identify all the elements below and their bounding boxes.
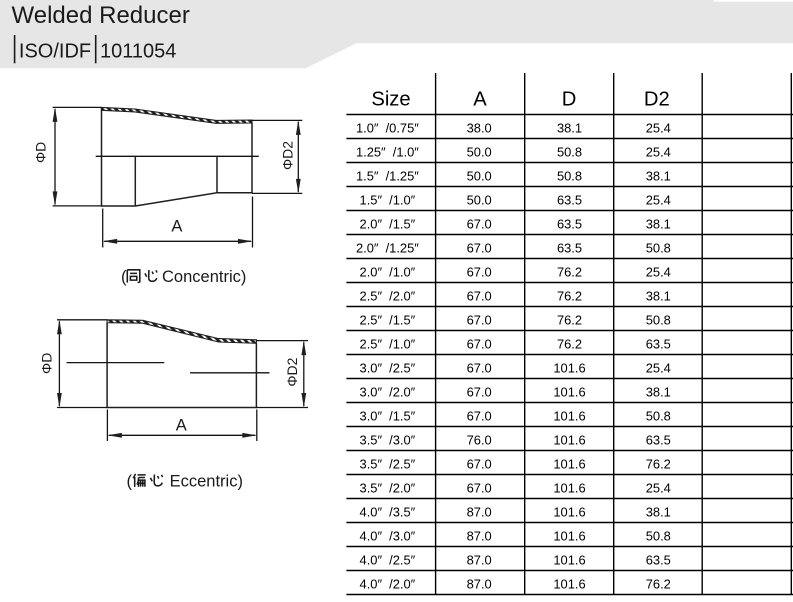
svg-text:ΦD2: ΦD2 bbox=[280, 141, 296, 170]
svg-text:101.6: 101.6 bbox=[553, 409, 585, 424]
svg-text:50.8: 50.8 bbox=[646, 241, 671, 256]
svg-text:101.6: 101.6 bbox=[553, 481, 585, 496]
svg-text:101.6: 101.6 bbox=[553, 433, 585, 448]
svg-text:25.4: 25.4 bbox=[646, 193, 671, 208]
svg-text:38.0: 38.0 bbox=[467, 121, 492, 136]
svg-text:87.0: 87.0 bbox=[467, 505, 492, 520]
svg-text:76.2: 76.2 bbox=[557, 265, 582, 280]
svg-text:67.0: 67.0 bbox=[467, 313, 492, 328]
svg-text:63.5: 63.5 bbox=[646, 337, 671, 352]
svg-text:D2: D2 bbox=[644, 89, 670, 111]
svg-text:67.0: 67.0 bbox=[467, 241, 492, 256]
svg-text:Welded Reducer: Welded Reducer bbox=[12, 2, 190, 29]
svg-text:50.0: 50.0 bbox=[467, 145, 492, 160]
svg-text:67.0: 67.0 bbox=[467, 481, 492, 496]
svg-text:50.8: 50.8 bbox=[646, 313, 671, 328]
svg-text:76.2: 76.2 bbox=[646, 457, 671, 472]
svg-text:50.8: 50.8 bbox=[646, 529, 671, 544]
svg-text:38.1: 38.1 bbox=[646, 169, 671, 184]
svg-text:38.1: 38.1 bbox=[646, 385, 671, 400]
svg-text:ΦD: ΦD bbox=[33, 142, 49, 163]
svg-text:1.5″ /1.25″: 1.5″ /1.25″ bbox=[356, 169, 419, 184]
svg-text:2.0″ /1.0″: 2.0″ /1.0″ bbox=[360, 265, 416, 280]
svg-text:76.2: 76.2 bbox=[557, 337, 582, 352]
svg-text:(: ( bbox=[127, 473, 133, 491]
svg-text:1.25″ /1.0″: 1.25″ /1.0″ bbox=[356, 145, 419, 160]
svg-text:38.1: 38.1 bbox=[646, 505, 671, 520]
svg-text:63.5: 63.5 bbox=[646, 433, 671, 448]
svg-text:63.5: 63.5 bbox=[646, 553, 671, 568]
svg-text:25.4: 25.4 bbox=[646, 265, 671, 280]
svg-text:101.6: 101.6 bbox=[553, 505, 585, 520]
svg-text:67.0: 67.0 bbox=[467, 385, 492, 400]
svg-text:101.6: 101.6 bbox=[553, 457, 585, 472]
svg-text:38.1: 38.1 bbox=[646, 217, 671, 232]
svg-text:Concentric): Concentric) bbox=[162, 268, 246, 286]
svg-text:2.5″ /1.0″: 2.5″ /1.0″ bbox=[360, 337, 416, 352]
svg-text:1011054: 1011054 bbox=[100, 41, 176, 63]
svg-text:50.0: 50.0 bbox=[467, 193, 492, 208]
svg-text:67.0: 67.0 bbox=[467, 457, 492, 472]
svg-text:4.0″ /2.5″: 4.0″ /2.5″ bbox=[360, 553, 416, 568]
svg-text:A: A bbox=[171, 218, 182, 236]
svg-text:A: A bbox=[473, 89, 487, 111]
svg-text:3.5″ /2.5″: 3.5″ /2.5″ bbox=[360, 457, 416, 472]
svg-text:76.2: 76.2 bbox=[557, 313, 582, 328]
svg-text:25.4: 25.4 bbox=[646, 481, 671, 496]
svg-text:3.5″ /3.0″: 3.5″ /3.0″ bbox=[360, 433, 416, 448]
svg-text:2.5″ /2.0″: 2.5″ /2.0″ bbox=[360, 289, 416, 304]
svg-text:76.2: 76.2 bbox=[646, 577, 671, 592]
svg-text:Eccentric): Eccentric) bbox=[170, 473, 243, 491]
svg-text:87.0: 87.0 bbox=[467, 529, 492, 544]
svg-text:38.1: 38.1 bbox=[646, 289, 671, 304]
svg-text:1.5″ /1.0″: 1.5″ /1.0″ bbox=[360, 193, 416, 208]
svg-text:3.0″ /1.5″: 3.0″ /1.5″ bbox=[360, 409, 416, 424]
svg-text:38.1: 38.1 bbox=[557, 121, 582, 136]
svg-text:3.5″ /2.0″: 3.5″ /2.0″ bbox=[360, 481, 416, 496]
svg-text:67.0: 67.0 bbox=[467, 289, 492, 304]
svg-text:67.0: 67.0 bbox=[467, 361, 492, 376]
svg-text:101.6: 101.6 bbox=[553, 577, 585, 592]
svg-text:101.6: 101.6 bbox=[553, 385, 585, 400]
svg-text:67.0: 67.0 bbox=[467, 265, 492, 280]
svg-text:87.0: 87.0 bbox=[467, 577, 492, 592]
svg-text:A: A bbox=[176, 416, 187, 434]
svg-text:25.4: 25.4 bbox=[646, 121, 671, 136]
svg-text:3.0″ /2.0″: 3.0″ /2.0″ bbox=[360, 385, 416, 400]
svg-text:50.8: 50.8 bbox=[646, 409, 671, 424]
svg-text:4.0″ /2.0″: 4.0″ /2.0″ bbox=[360, 577, 416, 592]
svg-text:2.5″ /1.5″: 2.5″ /1.5″ bbox=[360, 313, 416, 328]
svg-text:101.6: 101.6 bbox=[553, 553, 585, 568]
svg-text:4.0″ /3.5″: 4.0″ /3.5″ bbox=[360, 505, 416, 520]
svg-text:63.5: 63.5 bbox=[557, 193, 582, 208]
svg-text:76.2: 76.2 bbox=[557, 289, 582, 304]
svg-text:(: ( bbox=[121, 268, 127, 286]
svg-text:50.8: 50.8 bbox=[557, 145, 582, 160]
svg-text:D: D bbox=[562, 89, 577, 111]
svg-text:101.6: 101.6 bbox=[553, 361, 585, 376]
svg-text:76.0: 76.0 bbox=[467, 433, 492, 448]
svg-text:Size: Size bbox=[371, 89, 410, 111]
svg-text:87.0: 87.0 bbox=[467, 553, 492, 568]
svg-text:4.0″ /3.0″: 4.0″ /3.0″ bbox=[360, 529, 416, 544]
svg-text:63.5: 63.5 bbox=[557, 241, 582, 256]
svg-text:50.8: 50.8 bbox=[557, 169, 582, 184]
svg-text:25.4: 25.4 bbox=[646, 361, 671, 376]
svg-text:63.5: 63.5 bbox=[557, 217, 582, 232]
svg-text:2.0″ /1.25″: 2.0″ /1.25″ bbox=[356, 241, 419, 256]
svg-text:67.0: 67.0 bbox=[467, 217, 492, 232]
svg-text:1.0″ /0.75″: 1.0″ /0.75″ bbox=[356, 121, 419, 136]
svg-text:3.0″ /2.5″: 3.0″ /2.5″ bbox=[360, 361, 416, 376]
svg-text:ΦD: ΦD bbox=[38, 353, 54, 374]
svg-text:101.6: 101.6 bbox=[553, 529, 585, 544]
svg-text:67.0: 67.0 bbox=[467, 409, 492, 424]
svg-text:ΦD2: ΦD2 bbox=[284, 357, 300, 386]
svg-text:2.0″ /1.5″: 2.0″ /1.5″ bbox=[360, 217, 416, 232]
svg-text:25.4: 25.4 bbox=[646, 145, 671, 160]
svg-text:67.0: 67.0 bbox=[467, 337, 492, 352]
svg-text:ISO/IDF: ISO/IDF bbox=[19, 41, 91, 63]
svg-text:50.0: 50.0 bbox=[467, 169, 492, 184]
